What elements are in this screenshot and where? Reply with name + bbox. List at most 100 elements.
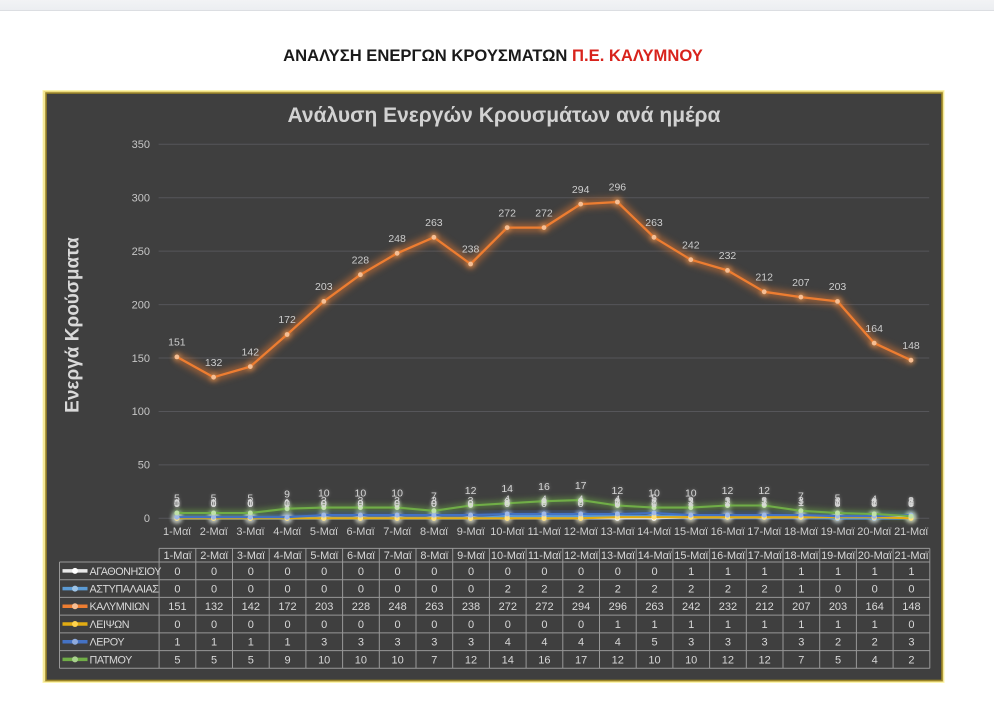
svg-text:0: 0 [247, 498, 253, 510]
svg-text:12: 12 [758, 485, 770, 497]
svg-text:0: 0 [247, 498, 253, 510]
svg-text:0: 0 [174, 566, 180, 578]
svg-text:2: 2 [541, 584, 547, 596]
svg-text:238: 238 [462, 244, 480, 256]
svg-text:0: 0 [431, 498, 437, 510]
svg-text:3: 3 [761, 495, 767, 507]
svg-text:4: 4 [872, 654, 878, 666]
svg-text:14: 14 [501, 483, 513, 495]
svg-text:3: 3 [431, 495, 437, 507]
svg-text:296: 296 [609, 182, 627, 194]
svg-text:0: 0 [174, 498, 180, 510]
svg-text:250: 250 [132, 246, 150, 258]
svg-text:1: 1 [688, 497, 694, 509]
svg-text:5: 5 [174, 493, 180, 505]
svg-text:ΛΕΙΨΩΝ: ΛΕΙΨΩΝ [90, 619, 130, 631]
svg-text:ΑΣΤΥΠΑΛΑΙΑΣ: ΑΣΤΥΠΑΛΑΙΑΣ [90, 584, 160, 596]
svg-text:1: 1 [798, 619, 804, 631]
svg-text:17: 17 [575, 480, 587, 492]
svg-text:3: 3 [908, 495, 914, 507]
svg-text:100: 100 [132, 406, 150, 418]
svg-text:212: 212 [755, 601, 773, 613]
svg-text:2: 2 [651, 496, 657, 508]
svg-text:0: 0 [284, 498, 290, 510]
svg-text:4: 4 [871, 494, 877, 506]
svg-text:238: 238 [462, 601, 480, 613]
svg-text:164: 164 [866, 601, 884, 613]
svg-text:2: 2 [835, 496, 841, 508]
svg-text:1: 1 [247, 497, 253, 509]
svg-text:0: 0 [394, 498, 400, 510]
svg-text:12: 12 [758, 485, 770, 497]
svg-text:1: 1 [725, 497, 731, 509]
svg-text:203: 203 [829, 281, 847, 293]
svg-text:10: 10 [318, 487, 330, 499]
svg-text:18-Μαϊ: 18-Μαϊ [784, 526, 818, 538]
svg-text:0: 0 [394, 498, 400, 510]
svg-text:1: 1 [798, 497, 804, 509]
svg-text:5: 5 [651, 493, 657, 505]
svg-text:1: 1 [174, 497, 180, 509]
svg-text:5: 5 [835, 654, 841, 666]
svg-text:5: 5 [651, 637, 657, 649]
svg-text:0: 0 [908, 498, 914, 510]
svg-text:2: 2 [871, 496, 877, 508]
svg-text:2: 2 [578, 584, 584, 596]
svg-text:3: 3 [725, 495, 731, 507]
svg-text:0: 0 [614, 498, 620, 510]
svg-text:2: 2 [761, 496, 767, 508]
svg-text:1: 1 [761, 497, 767, 509]
svg-text:0: 0 [468, 498, 474, 510]
svg-text:2: 2 [725, 496, 731, 508]
svg-text:0: 0 [211, 619, 217, 631]
svg-text:0: 0 [541, 566, 547, 578]
svg-text:0: 0 [431, 498, 437, 510]
svg-text:4: 4 [504, 494, 510, 506]
svg-text:0: 0 [908, 498, 914, 510]
svg-text:1: 1 [614, 497, 620, 509]
svg-text:7: 7 [798, 491, 804, 503]
svg-text:1: 1 [247, 497, 253, 509]
svg-text:0: 0 [468, 498, 474, 510]
svg-text:0: 0 [468, 498, 474, 510]
svg-text:0: 0 [321, 566, 327, 578]
svg-text:0: 0 [247, 498, 253, 510]
svg-text:172: 172 [278, 601, 296, 613]
svg-text:1: 1 [908, 497, 914, 509]
svg-text:3: 3 [357, 495, 363, 507]
svg-text:0: 0 [357, 498, 363, 510]
svg-text:0: 0 [321, 498, 327, 510]
svg-text:0: 0 [505, 566, 511, 578]
svg-text:1: 1 [835, 566, 841, 578]
svg-text:0: 0 [541, 498, 547, 510]
svg-text:263: 263 [425, 601, 443, 613]
svg-text:0: 0 [321, 584, 327, 596]
svg-text:0: 0 [247, 498, 253, 510]
svg-text:1: 1 [798, 497, 804, 509]
svg-text:1: 1 [762, 619, 768, 631]
svg-text:0: 0 [395, 584, 401, 596]
svg-text:11-Μαϊ: 11-Μαϊ [528, 550, 562, 562]
svg-text:3: 3 [762, 637, 768, 649]
svg-text:296: 296 [609, 601, 627, 613]
svg-text:0: 0 [174, 498, 180, 510]
svg-text:10: 10 [391, 487, 403, 499]
svg-text:16-Μαϊ: 16-Μαϊ [711, 526, 745, 538]
svg-text:10: 10 [648, 487, 660, 499]
svg-text:10-Μαϊ: 10-Μαϊ [490, 526, 524, 538]
svg-text:1: 1 [798, 497, 804, 509]
svg-text:16: 16 [538, 481, 550, 493]
svg-text:0: 0 [394, 498, 400, 510]
svg-text:0: 0 [468, 498, 474, 510]
svg-text:0: 0 [211, 566, 217, 578]
svg-text:207: 207 [792, 277, 810, 289]
svg-text:11-Μαϊ: 11-Μαϊ [527, 526, 561, 538]
svg-text:0: 0 [174, 584, 180, 596]
svg-text:0: 0 [871, 498, 877, 510]
svg-text:0: 0 [284, 566, 290, 578]
svg-text:17-Μαϊ: 17-Μαϊ [748, 550, 782, 562]
svg-text:5-Μαϊ: 5-Μαϊ [310, 526, 338, 538]
svg-text:1: 1 [651, 619, 657, 631]
svg-text:21-Μαϊ: 21-Μαϊ [894, 550, 928, 562]
svg-text:0: 0 [174, 498, 180, 510]
